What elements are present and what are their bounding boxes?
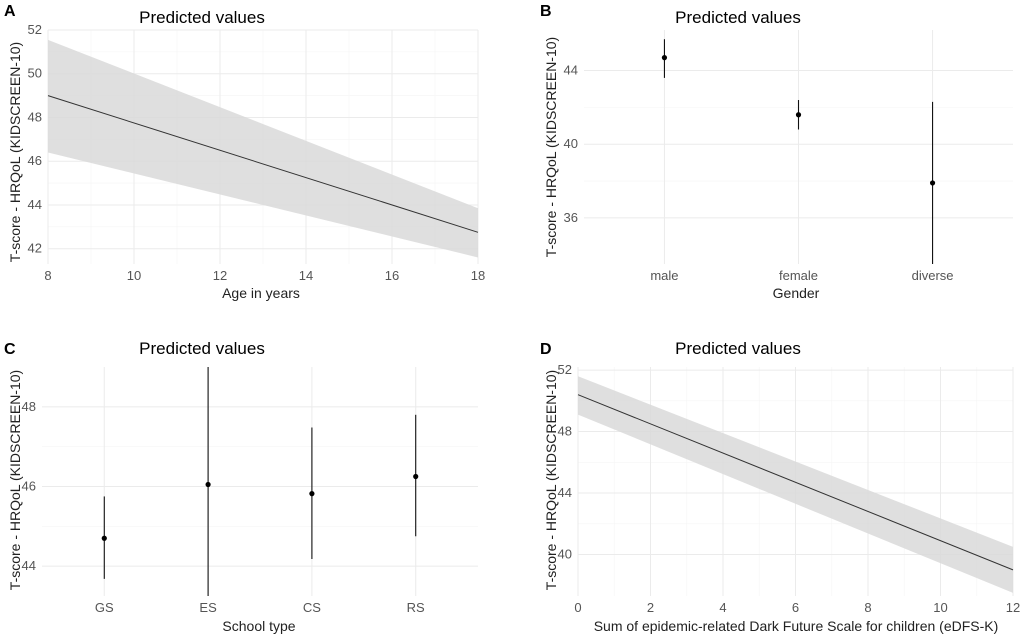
panel-b-xlabel: Gender	[773, 285, 820, 301]
panel-b-ytick-label: 40	[564, 136, 578, 151]
panel-a-ytick-label: 42	[28, 241, 42, 256]
panel-c-ytick-label: 48	[22, 399, 36, 414]
panel-c-title: Predicted values	[139, 339, 265, 358]
panel-b-point	[929, 180, 936, 186]
panel-c-point	[205, 481, 211, 488]
panel-a-xtick-label: 18	[471, 268, 485, 283]
panel-d-xtick-label: 10	[933, 600, 947, 615]
panel-letter-c: C	[4, 341, 16, 358]
panel-a-ticks: 8 10 12 14 16 18 42 44 46 48 50 52	[28, 22, 486, 283]
panel-c-xtick-label: RS	[407, 600, 425, 615]
panel-d-confidence-band	[578, 376, 1013, 593]
panel-c-xlabel: School type	[222, 618, 295, 634]
panel-d-xtick-label: 4	[719, 600, 726, 615]
panel-a-title: Predicted values	[139, 8, 265, 27]
panel-d-ytick-label: 44	[558, 485, 572, 500]
panel-c-ticks: 44 46 48 GS ES CS RS	[22, 399, 426, 615]
panel-d-ticks: 0 2 4 6 8 10 12 40 44 48 52	[558, 362, 1021, 615]
panel-d-xtick-label: 12	[1006, 600, 1020, 615]
panel-a-fit-line	[47, 95, 479, 233]
panel-d: D Predicted values T-score - HRQoL (KIDS…	[540, 339, 1020, 634]
panel-b-ticks: 36 40 44 male female diverse	[564, 63, 954, 283]
panel-d-ytick-label: 40	[558, 547, 572, 562]
panel-c-xtick-label: CS	[303, 600, 321, 615]
panel-a-marks	[47, 39, 479, 258]
panel-c-marks	[101, 367, 419, 596]
panel-b-ylabel: T-score - HRQoL (KIDSCREEN-10)	[543, 37, 559, 257]
panel-letter-a: A	[4, 3, 16, 20]
panel-b-xtick-label: male	[650, 268, 678, 283]
panel-d-xtick-label: 8	[864, 600, 871, 615]
panel-c: C Predicted values T-score - HRQoL (KIDS…	[4, 339, 478, 634]
panel-c-ylabel: T-score - HRQoL (KIDSCREEN-10)	[7, 370, 23, 590]
panel-d-fit-line	[577, 394, 1014, 571]
panel-d-xtick-label: 0	[574, 600, 581, 615]
panel-d-xtick-label: 2	[647, 600, 654, 615]
panel-b: B Predicted values T-score - HRQoL (KIDS…	[540, 3, 1013, 301]
panel-a-xtick-label: 12	[213, 268, 227, 283]
panel-d-marks	[577, 376, 1014, 593]
panel-a-ylabel: T-score - HRQoL (KIDSCREEN-10)	[7, 42, 23, 262]
panel-c-xtick-label: GS	[95, 600, 114, 615]
panel-a-xlabel: Age in years	[222, 285, 300, 301]
panel-c-point	[309, 491, 315, 497]
panel-c-xtick-label: ES	[199, 600, 217, 615]
panel-a-ytick-label: 48	[28, 109, 42, 124]
panel-a-xtick-label: 10	[127, 268, 141, 283]
panel-b-xtick-label: diverse	[912, 268, 954, 283]
panel-a-xtick-label: 14	[299, 268, 313, 283]
panel-a-xtick-label: 16	[385, 268, 399, 283]
panel-b-xtick-label: female	[779, 268, 818, 283]
panel-c-point	[101, 535, 107, 541]
panel-b-grid	[584, 30, 1013, 264]
panel-b-marks	[661, 39, 936, 264]
panel-d-ylabel: T-score - HRQoL (KIDSCREEN-10)	[543, 370, 559, 590]
panel-c-point	[413, 473, 419, 480]
panel-letter-d: D	[540, 341, 552, 358]
panel-b-ytick-label: 36	[564, 210, 578, 225]
panel-a-confidence-band	[48, 39, 478, 258]
panel-d-xlabel: Sum of epidemic-related Dark Future Scal…	[594, 618, 999, 634]
panel-d-ytick-label: 48	[558, 424, 572, 439]
panel-d-xtick-label: 6	[792, 600, 799, 615]
panel-a-ytick-label: 52	[28, 22, 42, 37]
panel-d-ytick-label: 52	[558, 362, 572, 377]
panel-c-ytick-label: 46	[22, 478, 36, 493]
panel-a-ytick-label: 46	[28, 153, 42, 168]
panel-a-xtick-label: 8	[44, 268, 51, 283]
panel-letter-b: B	[540, 3, 552, 20]
panel-a: A Predicted values T-score - HRQoL (KIDS…	[4, 3, 485, 301]
panel-c-ytick-label: 44	[22, 558, 36, 573]
panel-c-grid	[42, 367, 478, 596]
panel-b-ytick-label: 44	[564, 63, 578, 78]
panel-d-title: Predicted values	[675, 339, 801, 358]
panel-b-point	[795, 112, 802, 118]
panel-a-ytick-label: 50	[28, 66, 42, 81]
panel-b-title: Predicted values	[675, 8, 801, 27]
panel-b-point	[661, 55, 668, 61]
panel-a-ytick-label: 44	[28, 197, 42, 212]
